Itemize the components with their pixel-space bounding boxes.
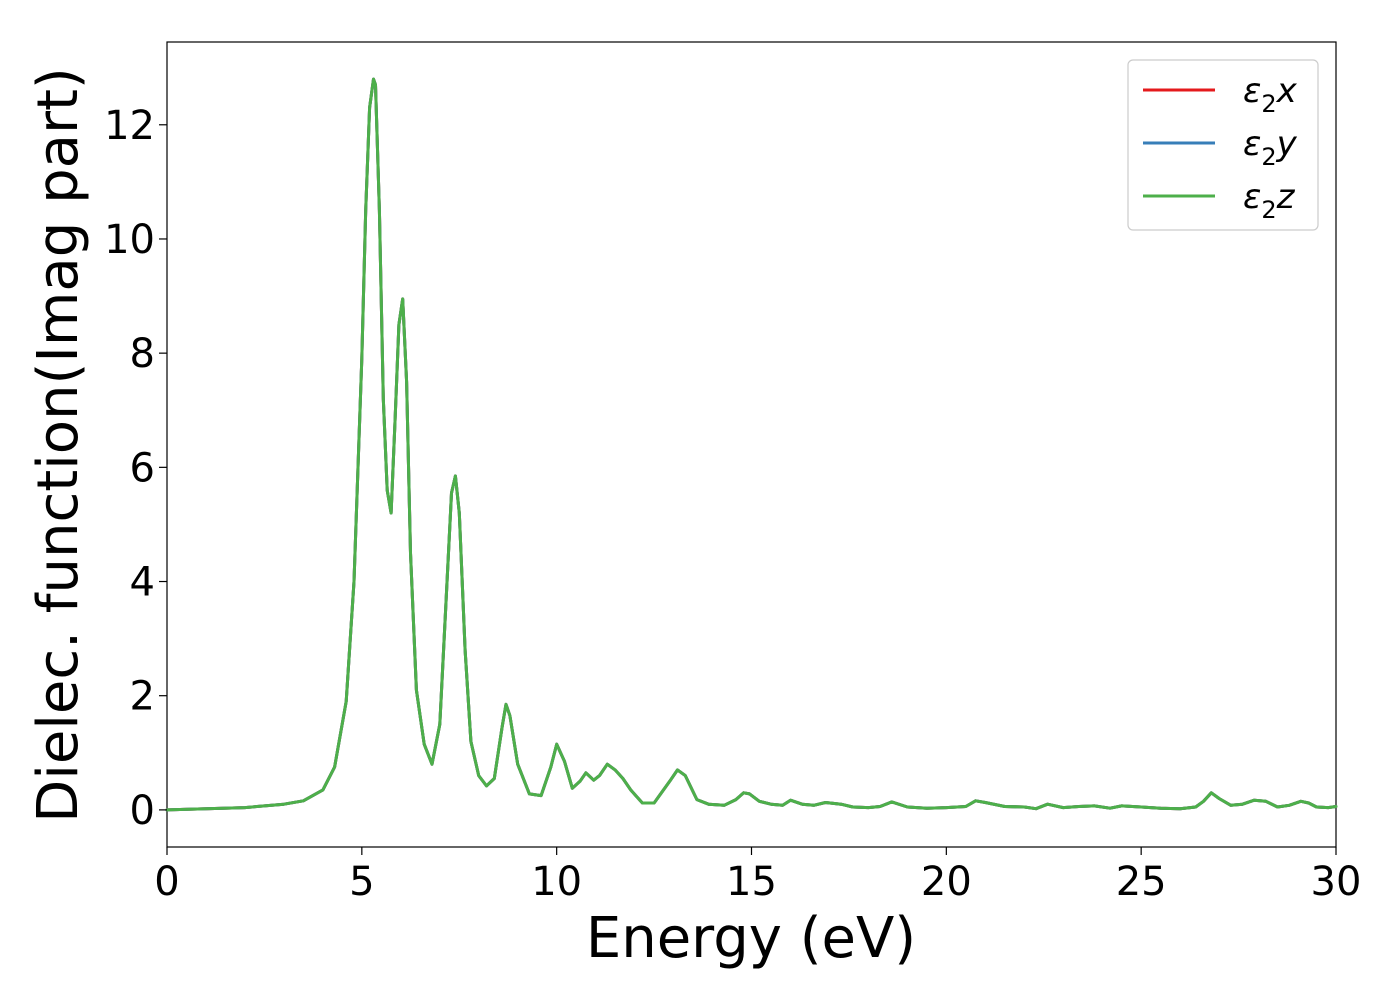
y-tick-label: 6 bbox=[130, 445, 155, 491]
y-tick-label: 2 bbox=[130, 674, 155, 720]
x-tick-label: 10 bbox=[531, 859, 582, 905]
y-tick-label: 10 bbox=[104, 217, 155, 263]
x-tick-label: 0 bbox=[154, 859, 179, 905]
legend-label-3: ε2z bbox=[1243, 177, 1296, 224]
y-tick-label: 12 bbox=[104, 103, 155, 149]
x-tick-label: 5 bbox=[349, 859, 374, 905]
y-tick-label: 8 bbox=[130, 331, 155, 377]
y-axis-label: Dielec. function(Imag part) bbox=[26, 67, 91, 823]
legend-box bbox=[1127, 59, 1319, 231]
legend-label-2: ε2y bbox=[1243, 124, 1298, 171]
legend: ε2x ε2y ε2z bbox=[1127, 59, 1319, 231]
x-tick-label: 15 bbox=[726, 859, 777, 905]
y-tick-label: 4 bbox=[130, 560, 155, 606]
x-axis-ticks: 0 5 10 15 20 25 30 bbox=[154, 847, 1361, 905]
x-tick-label: 25 bbox=[1116, 859, 1167, 905]
series-group bbox=[165, 77, 1338, 812]
y-tick-label: 0 bbox=[130, 788, 155, 834]
series-line-3 bbox=[165, 77, 1338, 812]
x-axis-label: Energy (eV) bbox=[586, 906, 916, 971]
x-tick-label: 30 bbox=[1311, 859, 1362, 905]
y-axis-ticks: 0 2 4 6 8 10 12 bbox=[104, 103, 167, 834]
x-tick-label: 20 bbox=[921, 859, 972, 905]
legend-label-1: ε2x bbox=[1243, 71, 1298, 118]
